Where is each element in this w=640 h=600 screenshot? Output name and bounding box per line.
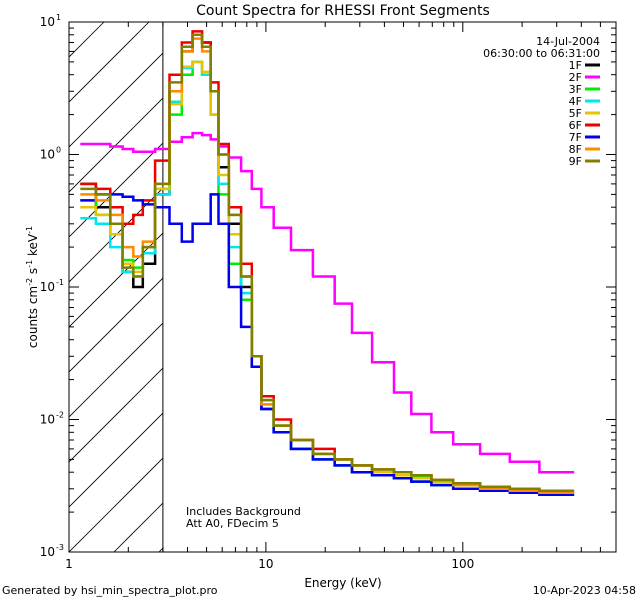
y-axis-label: counts cm-2 s-1 keV-1 <box>25 226 40 348</box>
legend-label-4F: 4F <box>569 95 582 108</box>
legend-label-7F: 7F <box>569 131 582 144</box>
x-axis-label: Energy (keV) <box>304 576 381 590</box>
y-tick-exponent: 0 <box>56 146 61 155</box>
y-tick-label: 10 <box>40 15 55 29</box>
y-tick-label: 10 <box>40 413 55 427</box>
time-range-label: 06:30:00 to 06:31:00 <box>483 47 600 60</box>
y-tick-exponent: -2 <box>56 411 64 420</box>
x-axis: 1 10 100 <box>65 22 617 571</box>
series-line-1F <box>80 33 575 497</box>
hatch-line <box>69 52 163 148</box>
hatch-line <box>69 232 163 328</box>
footer-timestamp: 10-Apr-2023 04:58 <box>533 584 636 597</box>
y-tick-label: 10 <box>40 545 55 559</box>
legend-label-2F: 2F <box>569 71 582 84</box>
x-tick-label: 1 <box>65 557 73 571</box>
legend-label-9F: 9F <box>569 155 582 168</box>
hatch-line <box>69 457 163 552</box>
legend-label-5F: 5F <box>569 107 582 120</box>
y-tick-exponent: 1 <box>56 13 61 22</box>
x-tick-label: 10 <box>258 557 273 571</box>
annotation-attenuator: Att A0, FDecim 5 <box>186 517 279 530</box>
footer-generated-by: Generated by hsi_min_spectra_plot.pro <box>2 584 218 597</box>
hatched-region <box>69 22 640 552</box>
legend-label-8F: 8F <box>569 143 582 156</box>
hatch-line <box>69 97 163 193</box>
y-tick-exponent: -1 <box>56 278 64 287</box>
legend-label-1F: 1F <box>569 59 582 72</box>
series-line-7F <box>80 193 575 497</box>
legend-label-6F: 6F <box>569 119 582 132</box>
annotation-background: Includes Background <box>186 505 301 518</box>
y-tick-exponent: -3 <box>56 543 64 552</box>
x-tick-label: 100 <box>451 557 474 571</box>
legend-label-3F: 3F <box>569 83 582 96</box>
series-group <box>80 30 575 497</box>
chart-title: Count Spectra for RHESSI Front Segments <box>196 3 490 19</box>
hatch-line <box>69 277 163 373</box>
hatch-line <box>69 412 163 508</box>
date-label: 14-Jul-2004 <box>536 35 600 48</box>
series-line-2F <box>80 131 575 474</box>
y-tick-label: 10 <box>40 280 55 294</box>
y-tick-label: 10 <box>40 148 55 162</box>
hatch-line <box>384 22 640 552</box>
series-line-9F <box>80 33 575 492</box>
series-line-4F <box>80 60 575 497</box>
plot-frame <box>68 21 617 553</box>
